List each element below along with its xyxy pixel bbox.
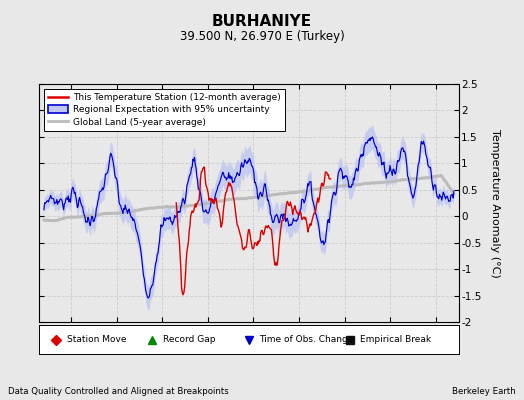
Legend: This Temperature Station (12-month average), Regional Expectation with 95% uncer: This Temperature Station (12-month avera… [44, 88, 285, 131]
Text: Time of Obs. Change: Time of Obs. Change [259, 335, 354, 344]
Text: Record Gap: Record Gap [163, 335, 215, 344]
Text: Berkeley Earth: Berkeley Earth [452, 387, 516, 396]
Text: 39.500 N, 26.970 E (Turkey): 39.500 N, 26.970 E (Turkey) [180, 30, 344, 43]
Text: Empirical Break: Empirical Break [360, 335, 431, 344]
Text: Station Move: Station Move [67, 335, 126, 344]
Text: Data Quality Controlled and Aligned at Breakpoints: Data Quality Controlled and Aligned at B… [8, 387, 228, 396]
Text: BURHANIYE: BURHANIYE [212, 14, 312, 29]
Y-axis label: Temperature Anomaly (°C): Temperature Anomaly (°C) [490, 129, 500, 277]
